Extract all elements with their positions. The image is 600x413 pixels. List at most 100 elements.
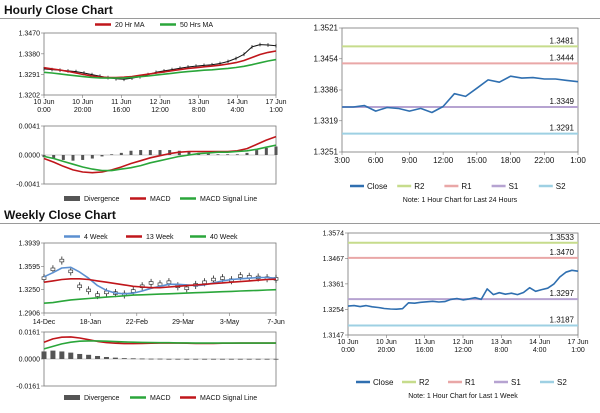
weekly-pivots-xtick-label-line: 8:00 [495, 347, 509, 354]
weekly-pivots-xtick-label-line: 16:00 [416, 347, 434, 354]
hourly-price-ytick-label: 1.3202 [19, 93, 41, 100]
weekly-pivots-xtick-label-line: 12:00 [454, 347, 472, 354]
weekly-macd-ytick-label: 0.0161 [19, 330, 41, 337]
hourly-macd-divergence-bar [110, 154, 114, 155]
weekly-macd-divergence-bar [50, 350, 56, 359]
hourly-pivots-xtick-label: 3:00 [334, 156, 350, 165]
hourly-price-xtick-label: 17 Jun 1:00 [265, 99, 286, 114]
weekly-pivots-xtick-label-line: 17 Jun [567, 339, 588, 346]
weekly-pivots-xtick-label-line: 12 Jun [452, 339, 473, 346]
hourly-price-frame [43, 32, 277, 96]
weekly-pivots-xtick-label-line: 11 Jun [414, 339, 435, 346]
weekly-price-xtick-label: 18-Jan [80, 319, 102, 326]
hourly-ma20-line [43, 50, 277, 79]
weekly-macd-divergence-bar [77, 353, 83, 359]
hourly-price-ytick-label: 1.3291 [19, 72, 41, 79]
weekly-pivots-xtick-label-line: 1:00 [571, 347, 585, 354]
hourly-price-xtick-label: 11 Jun 16:00 [111, 99, 132, 114]
hourly-macd-divergence-bar [61, 155, 65, 160]
weekly-pivots-xtick-label-line: 0:00 [341, 347, 355, 354]
hourly-pivots-legend-label: R1 [461, 182, 472, 191]
hourly-macd-divergence-bar [206, 153, 210, 155]
hourly-macd-divergence-bar [52, 155, 56, 159]
weekly-macd-divergence-bar [68, 352, 74, 359]
hourly-price-xtick-label-line: 12:00 [151, 107, 169, 114]
weekly-macd-divergence-bar [59, 351, 65, 359]
hourly-price-xtick-label-line: 10 Jun [72, 99, 93, 106]
weekly-macd-legend-div-swatch [64, 395, 80, 400]
weekly-macd-divergence-bar [103, 356, 109, 359]
weekly-pivots-legend-label: R1 [465, 378, 476, 387]
hourly-pivots-xtick-label: 12:00 [433, 156, 454, 165]
weekly-pivots-xtick-label-line: 4:00 [533, 347, 547, 354]
weekly-price-candle [77, 284, 82, 288]
weekly-pivots-xtick-label: 12 Jun 12:00 [452, 339, 473, 354]
weekly-price-xtick-label: 7-Jun [267, 319, 285, 326]
hourly-macd-divergence-bar [187, 151, 191, 155]
hourly-macd-divergence-bar [264, 147, 268, 155]
weekly-pivots-note: Note: 1 Hour Chart for Last 1 Week [408, 393, 518, 400]
weekly-macd-divergence-bar [86, 354, 92, 359]
hourly-price-xtick-label-line: 4:00 [231, 107, 245, 114]
weekly-macd-legend-div-label: Divergence [84, 395, 120, 402]
hourly-price-xtick-label: 13 Jun 8:00 [188, 99, 209, 114]
hourly-price-ytick-label: 1.3380 [19, 51, 41, 58]
hourly-pivots-ytick-label: 1.3251 [314, 148, 339, 157]
weekly-macd-divergence-bar [95, 355, 101, 359]
hourly-macd-divergence-bar [42, 155, 46, 158]
hourly-pivots-legend-label: S2 [556, 182, 566, 191]
hourly-macd-divergence-bar [216, 154, 220, 155]
weekly-macd-divergence-bar [264, 358, 270, 360]
weekly-macd-divergence-bar [246, 358, 252, 360]
weekly-pivots-xtick-label-line: 14 Jun [529, 339, 550, 346]
hourly-macd-divergence-bar [255, 150, 259, 155]
hourly-macd-divergence-bar [129, 150, 133, 155]
hourly-pivots-xtick-label: 6:00 [368, 156, 384, 165]
hourly-legend-ma50-label: 50 Hrs MA [180, 22, 213, 29]
weekly-price-xtick-label: 22-Feb [126, 319, 148, 326]
hourly-macd-legend-div-label: Divergence [84, 196, 120, 203]
hourly-price-xtick-label-line: 20:00 [74, 107, 92, 114]
weekly-price-candle [211, 277, 216, 282]
hourly-pivots-level-label-s2: 1.3291 [550, 124, 575, 133]
weekly-macd-divergence-bar [273, 358, 279, 360]
hourly-pivots-level-label-r1: 1.3444 [550, 53, 575, 62]
hourly-title-rule [0, 18, 600, 19]
hourly-price-xtick-label-line: 1:00 [269, 107, 283, 114]
weekly-price-candle [184, 286, 190, 290]
hourly-price-xtick-label-line: 14 Jun [227, 99, 248, 106]
weekly-pivots-xtick-label-line: 20:00 [378, 347, 396, 354]
weekly-pivots-ytick-label: 1.3254 [323, 307, 345, 314]
weekly-pivots-level-label-s2: 1.3187 [550, 315, 575, 324]
weekly-price-ytick-label: 1.3939 [19, 241, 41, 248]
hourly-pivots-xtick-label: 22:00 [534, 156, 555, 165]
hourly-macd-divergence-bar [158, 150, 162, 155]
hourly-price-line [43, 44, 277, 80]
hourly-macd-divergence-bar [148, 150, 152, 155]
hourly-pivots-xtick-label: 9:00 [402, 156, 418, 165]
weekly-macd-divergence-bar [237, 358, 243, 360]
hourly-price-xtick-label-line: 11 Jun [111, 99, 132, 106]
hourly-pivots-ytick-label: 1.3386 [314, 86, 339, 95]
hourly-macd-divergence-bar [274, 146, 278, 155]
weekly-macd-legend-signal-label: MACD Signal Line [200, 395, 257, 402]
weekly-macd-divergence-bar [139, 358, 145, 360]
weekly-macd-divergence-bar [121, 358, 127, 359]
hourly-pivots-legend-label: R2 [414, 182, 425, 191]
hourly-pivots-level-label-r2: 1.3481 [550, 36, 575, 45]
hourly-price-xtick-label: 10 Jun 20:00 [72, 99, 93, 114]
weekly-signal-line [43, 340, 276, 350]
weekly-pivots-level-label-r2: 1.3533 [550, 233, 575, 242]
hourly-pivots-ytick-label: 1.3521 [314, 24, 339, 33]
weekly-price-candle [238, 274, 243, 278]
weekly-pivots-legend-label: S2 [557, 378, 567, 387]
hourly-pivots-level-label-s1: 1.3349 [550, 97, 575, 106]
hourly-price-xtick-label: 10 Jun 0:00 [33, 99, 54, 114]
hourly-macd-legend-macd-label: MACD [150, 196, 171, 203]
weekly-price-candle [50, 267, 56, 272]
hourly-macd-divergence-bar [90, 155, 94, 159]
weekly-legend-4wk-label: 4 Week [84, 234, 108, 241]
hourly-macd-divergence-bar [81, 155, 85, 160]
hourly-ma50-line [43, 58, 277, 79]
